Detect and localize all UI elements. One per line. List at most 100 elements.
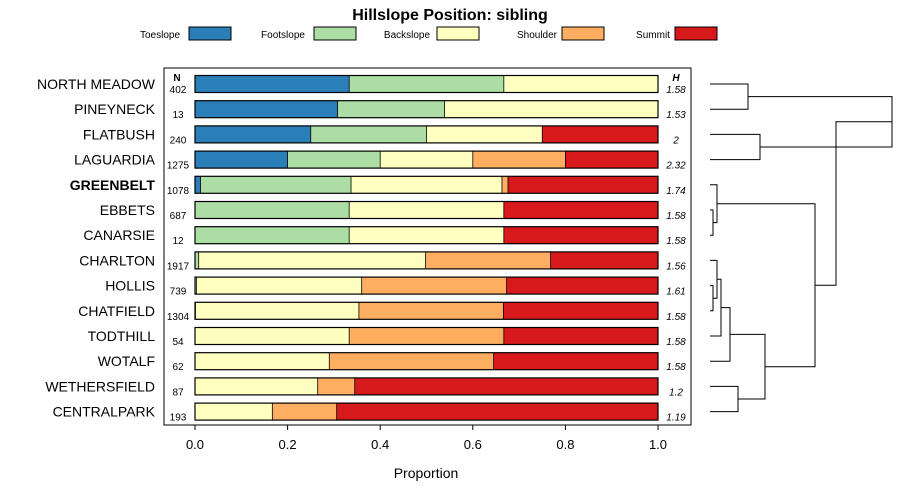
bar-segment-north-meadow-footslope xyxy=(349,75,504,93)
row-n-todthill: 54 xyxy=(172,337,184,348)
bar-outline-north-meadow xyxy=(194,74,659,94)
legend-label-shoulder: Shoulder xyxy=(517,30,558,41)
bar-segment-hollis-footslope xyxy=(195,277,197,295)
row-n-chatfield: 1304 xyxy=(167,312,190,323)
row-label-laguardia: LAGUARDIA xyxy=(74,152,156,168)
row-label-charlton: CHARLTON xyxy=(79,252,155,268)
bar-segment-ebbets-backslope xyxy=(349,201,504,219)
h-column-header: H xyxy=(672,73,680,84)
bar-segment-flatbush-footslope xyxy=(310,125,427,143)
bar-segment-canarsie-summit xyxy=(503,226,658,244)
legend-label-toeslope: Toeslope xyxy=(140,30,180,41)
row-h-charlton: 1.56 xyxy=(666,261,686,272)
bar-segment-wotalf-shoulder xyxy=(329,352,494,370)
bar-segment-canarsie-footslope xyxy=(195,226,350,244)
bar-segment-wotalf-backslope xyxy=(195,352,330,370)
row-n-wethersfield: 87 xyxy=(172,387,184,398)
row-h-pineyneck: 1.53 xyxy=(666,110,686,121)
bar-segment-centralpark-summit xyxy=(336,403,658,421)
bar-segment-todthill-shoulder xyxy=(349,327,504,345)
row-label-hollis: HOLLIS xyxy=(105,278,155,294)
row-n-hollis: 739 xyxy=(170,287,187,298)
bar-segment-wethersfield-shoulder xyxy=(317,377,355,395)
bar-rows: NORTH MEADOW 402 1.58 PINEYNECK 13 1.53 FLATBU… xyxy=(37,74,686,424)
x-tick-label: 1.0 xyxy=(649,437,667,452)
row-n-ebbets: 687 xyxy=(170,211,187,222)
bar-segment-greenbelt-toeslope xyxy=(195,176,201,194)
bar-outline-hollis xyxy=(194,276,659,295)
bar-segment-wethersfield-backslope xyxy=(195,377,318,395)
bar-segment-greenbelt-backslope xyxy=(351,176,502,194)
bar-segment-hollis-summit xyxy=(506,277,658,295)
bar-segment-north-meadow-backslope xyxy=(503,75,658,93)
dendrogram xyxy=(710,83,893,413)
bar-segment-pineyneck-footslope xyxy=(337,100,445,118)
bar-segment-flatbush-toeslope xyxy=(195,125,311,143)
bar-outline-centralpark xyxy=(194,402,659,421)
x-tick-label: 0.4 xyxy=(371,437,389,452)
bar-segment-laguardia-summit xyxy=(565,151,658,169)
row-n-charlton: 1917 xyxy=(167,261,190,272)
legend-swatch-summit xyxy=(674,26,718,41)
x-tick-label: 0.2 xyxy=(279,437,297,452)
bar-segment-ebbets-summit xyxy=(503,201,658,219)
dendrogram-link-l xyxy=(717,203,816,368)
bar-segment-hollis-shoulder xyxy=(361,277,507,295)
x-tick-label: 0.8 xyxy=(556,437,574,452)
bar-segment-todthill-summit xyxy=(503,327,658,345)
bar-segment-pineyneck-toeslope xyxy=(195,100,338,118)
row-n-wotalf: 62 xyxy=(172,362,184,373)
dendrogram-link-d xyxy=(710,209,714,236)
bar-segment-ebbets-footslope xyxy=(195,201,350,219)
dendrogram-link-i xyxy=(710,307,731,362)
bar-outline-chatfield xyxy=(194,301,659,320)
row-label-todthill: TODTHILL xyxy=(88,328,156,344)
bar-outline-todthill xyxy=(194,326,659,346)
bar-outline-charlton xyxy=(194,251,659,270)
bar-segment-flatbush-summit xyxy=(542,125,658,143)
bar-segment-chatfield-backslope xyxy=(195,302,359,320)
bar-segment-todthill-backslope xyxy=(195,327,350,345)
bar-segment-laguardia-backslope xyxy=(380,151,473,169)
row-h-north-meadow: 1.58 xyxy=(666,85,686,96)
legend-swatch-footslope xyxy=(313,26,357,41)
dendrogram-link-h xyxy=(710,278,722,337)
x-axis-title: Proportion xyxy=(394,465,459,481)
row-h-todthill: 1.58 xyxy=(666,337,686,348)
chart-title: Hillslope Position: sibling xyxy=(352,7,548,24)
dendrogram-link-j xyxy=(710,385,739,413)
row-label-canarsie: CANARSIE xyxy=(83,227,155,243)
legend-label-backslope: Backslope xyxy=(384,30,431,41)
bar-outline-laguardia xyxy=(194,150,659,169)
legend-swatch-toeslope xyxy=(188,26,232,41)
row-label-chatfield: CHATFIELD xyxy=(78,303,155,319)
bar-segment-greenbelt-shoulder xyxy=(501,176,508,194)
legend-swatch-backslope xyxy=(436,26,480,41)
bar-segment-charlton-footslope xyxy=(195,251,199,269)
row-h-centralpark: 1.19 xyxy=(666,413,686,424)
row-label-north-meadow: NORTH MEADOW xyxy=(37,76,156,92)
bar-segment-laguardia-toeslope xyxy=(195,151,288,169)
row-n-canarsie: 12 xyxy=(172,236,184,247)
row-label-greenbelt: GREENBELT xyxy=(70,177,156,193)
bar-segment-centralpark-shoulder xyxy=(272,403,337,421)
row-label-wethersfield: WETHERSFIELD xyxy=(45,378,155,394)
row-label-flatbush: FLATBUSH xyxy=(83,126,155,142)
bar-outline-wotalf xyxy=(194,352,659,371)
bar-segment-centralpark-backslope xyxy=(195,403,273,421)
bar-segment-north-meadow-toeslope xyxy=(195,75,350,93)
row-h-canarsie: 1.58 xyxy=(666,236,686,247)
row-n-pineyneck: 13 xyxy=(172,110,184,121)
bar-outline-wethersfield xyxy=(194,377,659,396)
bar-segment-canarsie-backslope xyxy=(349,226,504,244)
bar-segment-wethersfield-summit xyxy=(354,377,658,395)
row-h-wotalf: 1.58 xyxy=(666,362,686,373)
legend-label-footslope: Footslope xyxy=(261,30,305,41)
dendrogram-link-k xyxy=(730,333,766,400)
bar-outline-greenbelt xyxy=(194,175,659,194)
x-axis: 0.0 0.2 0.4 0.6 0.8 1.0 xyxy=(186,425,667,452)
row-h-hollis: 1.61 xyxy=(666,287,685,298)
bar-segment-hollis-backslope xyxy=(196,277,362,295)
row-label-centralpark: CENTRALPARK xyxy=(53,404,156,420)
